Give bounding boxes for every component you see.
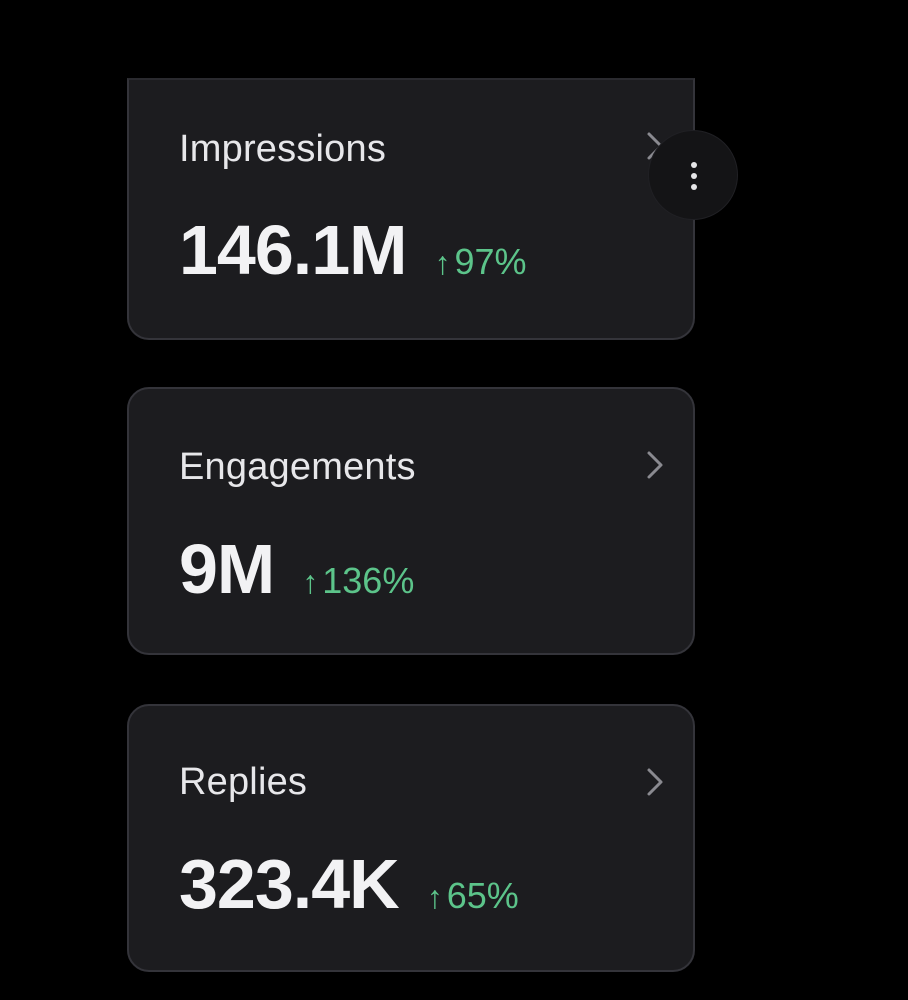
change-percent: 136% [322, 560, 415, 601]
card-title: Replies [179, 761, 308, 803]
metric-value: 9M [179, 530, 275, 608]
metric-value: 146.1M [179, 211, 407, 289]
chevron-right-icon [639, 445, 671, 485]
arrow-up-icon: ↑ [434, 245, 451, 281]
more-vertical-icon [690, 161, 698, 191]
change-badge: ↑ 136% [302, 560, 414, 602]
metric-card-replies[interactable]: Replies 323.4K ↑ 65% [127, 704, 695, 972]
card-title: Engagements [179, 446, 416, 488]
arrow-up-icon: ↑ [302, 564, 319, 600]
more-options-button[interactable] [648, 130, 738, 220]
change-badge: ↑ 65% [427, 875, 519, 917]
metric-card-impressions[interactable]: Impressions 146.1M ↑ 97% [127, 78, 695, 340]
metric-row: 9M ↑ 136% [179, 529, 414, 609]
metric-value: 323.4K [179, 845, 400, 923]
metric-row: 146.1M ↑ 97% [179, 210, 527, 290]
chevron-right-icon [639, 762, 671, 802]
change-percent: 97% [454, 241, 527, 282]
change-badge: ↑ 97% [434, 241, 526, 283]
change-percent: 65% [446, 875, 519, 916]
metric-row: 323.4K ↑ 65% [179, 844, 519, 924]
metric-card-engagements[interactable]: Engagements 9M ↑ 136% [127, 387, 695, 655]
card-title: Impressions [179, 128, 387, 170]
arrow-up-icon: ↑ [426, 879, 443, 915]
